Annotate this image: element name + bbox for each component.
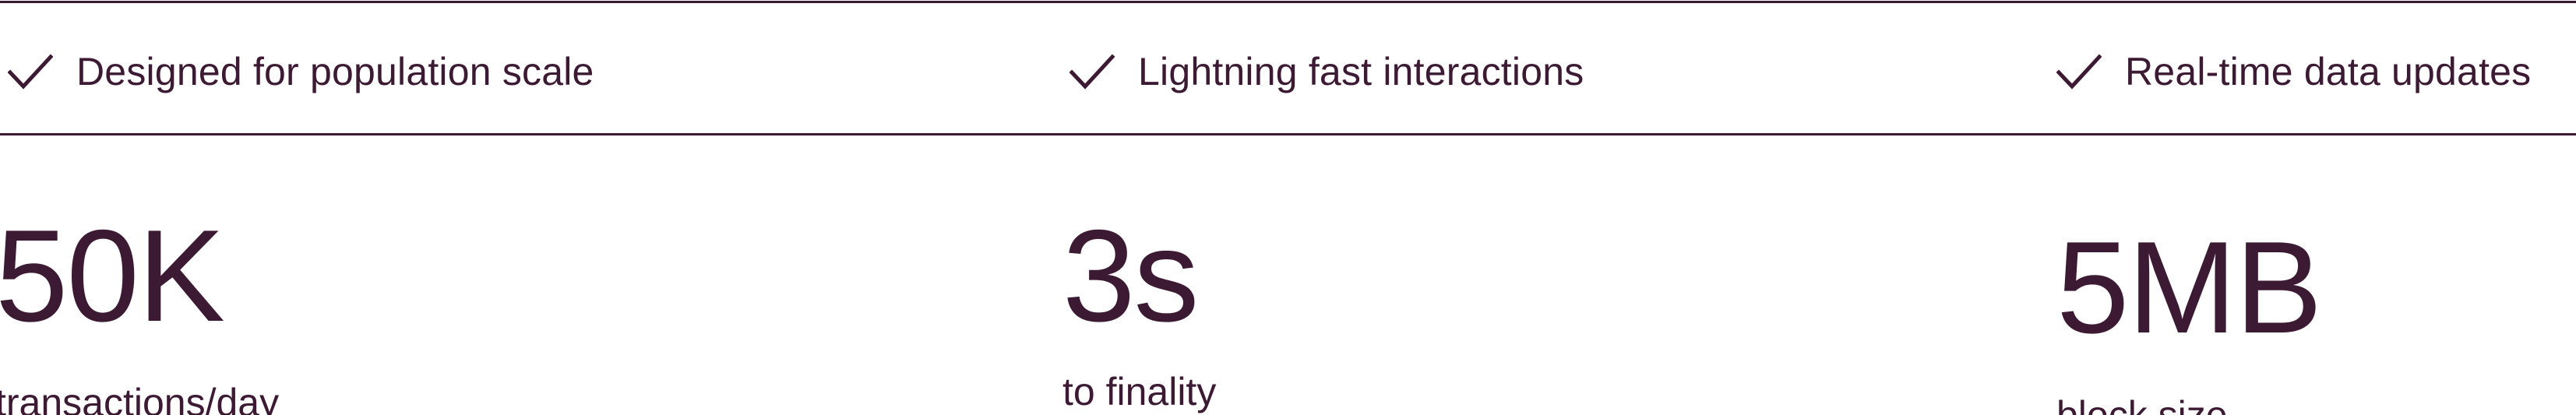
stat-value: 5MB xyxy=(2056,214,2322,360)
stat-caption: to finality xyxy=(1062,370,1217,413)
feature-population-scale: Designed for population scale xyxy=(8,44,594,100)
feature-label: Designed for population scale xyxy=(76,50,594,93)
stat-caption: block size xyxy=(2056,393,2228,415)
check-icon xyxy=(1070,54,1115,90)
check-icon xyxy=(2056,54,2102,90)
stat-block-size: 5MB block size xyxy=(2056,214,2322,415)
feature-label: Lightning fast interactions xyxy=(1138,50,1584,93)
check-icon xyxy=(8,54,53,90)
feature-fast-interactions: Lightning fast interactions xyxy=(1070,44,1584,100)
stat-value: 50K xyxy=(0,202,225,349)
section-divider xyxy=(0,133,2576,135)
stat-caption: transactions/day xyxy=(0,381,280,415)
feature-real-time-updates: Real-time data updates xyxy=(2056,44,2531,100)
stat-value: 3s xyxy=(1062,202,1199,349)
stat-transactions: 50K transactions/day xyxy=(0,210,279,415)
feature-label: Real-time data updates xyxy=(2125,50,2532,93)
top-divider xyxy=(0,1,2576,3)
stat-finality: 3s to finality xyxy=(1062,210,1216,411)
